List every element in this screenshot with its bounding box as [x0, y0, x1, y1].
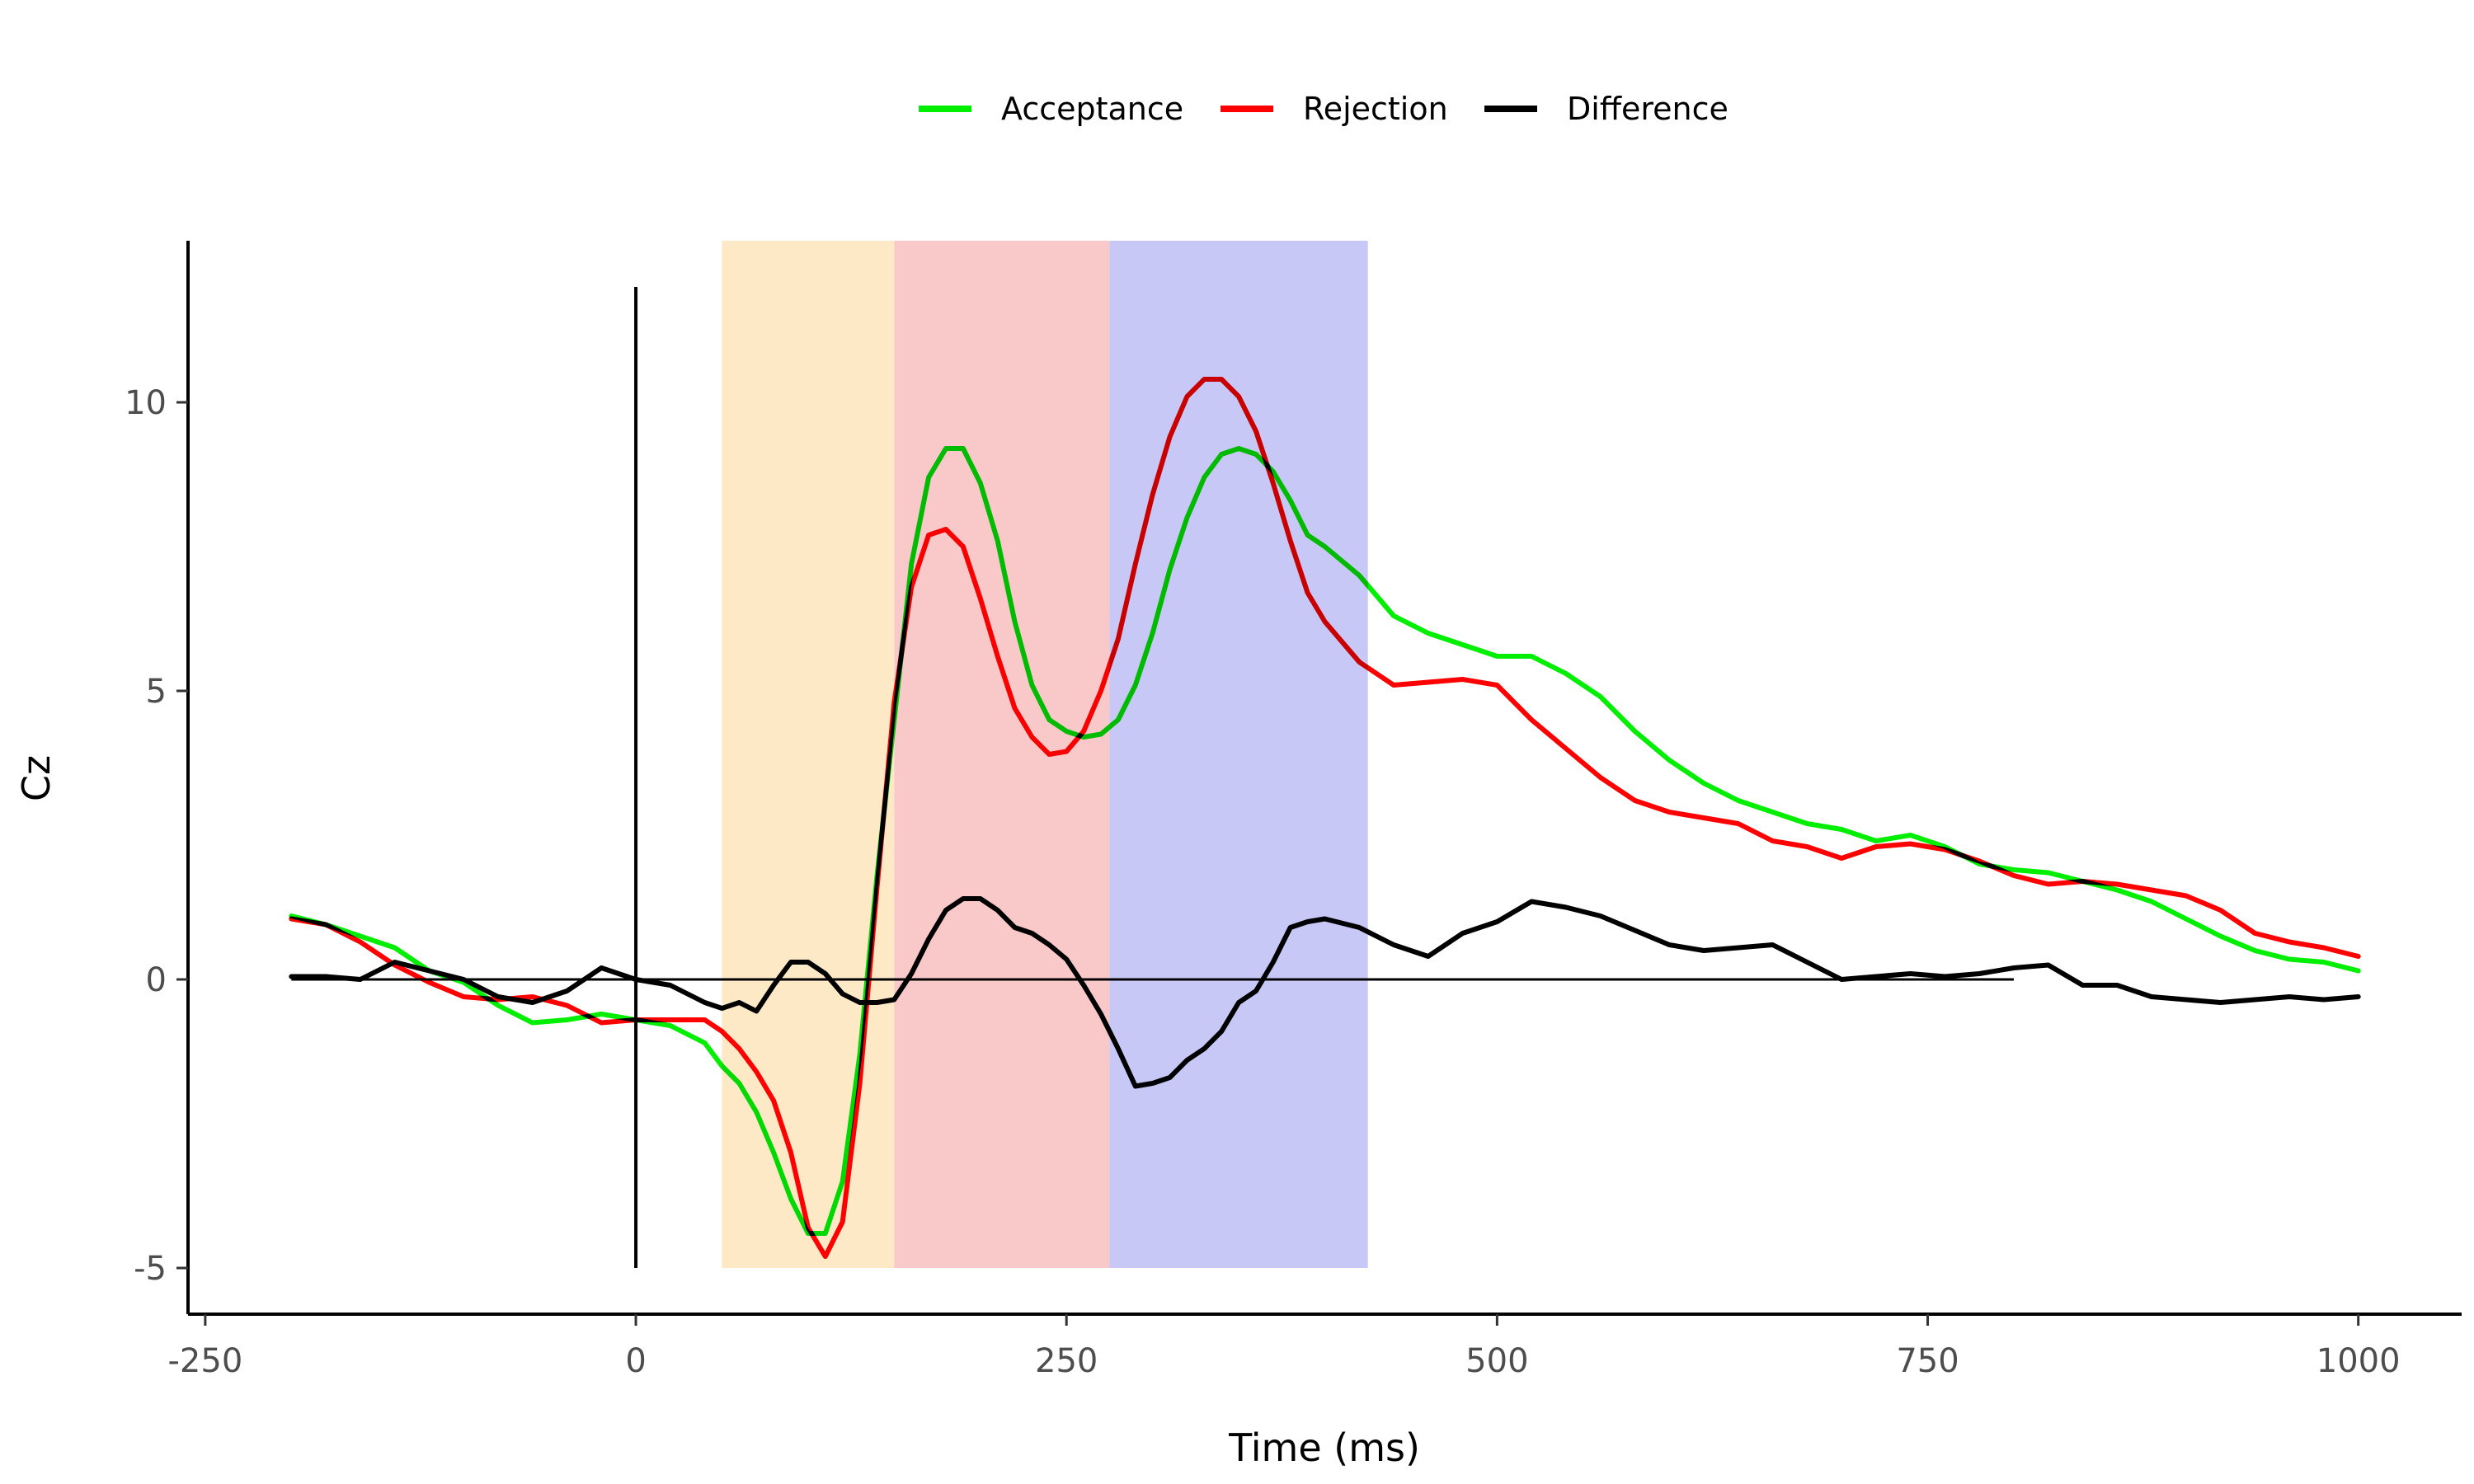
y-axis-title: Cz: [14, 755, 59, 801]
x-tick-label: 0: [625, 1342, 646, 1380]
series-lines: [289, 377, 2361, 1259]
legend: Acceptance Rejection Difference: [919, 91, 1729, 127]
x-tick-label: -250: [167, 1342, 242, 1380]
series-line-rejection: [289, 377, 2361, 1259]
time-window-1: [722, 241, 895, 1268]
legend-label-rejection: Rejection: [1303, 91, 1448, 127]
series-line-difference: [289, 896, 2361, 1089]
x-ticks: -250 0 250 500 750 1000: [167, 1314, 2401, 1380]
axes: [186, 241, 2462, 1316]
x-tick-label: 250: [1035, 1342, 1098, 1380]
time-window-2: [894, 241, 1110, 1268]
y-tick-label: -5: [134, 1250, 167, 1288]
y-tick-label: 0: [146, 961, 167, 999]
time-window-3: [1109, 241, 1368, 1268]
legend-label-acceptance: Acceptance: [1001, 91, 1183, 127]
x-tick-label: 500: [1465, 1342, 1528, 1380]
x-tick-label: 750: [1896, 1342, 1959, 1380]
y-tick-label: 5: [146, 673, 167, 711]
legend-label-difference: Difference: [1567, 91, 1729, 127]
shaded-windows: [722, 241, 1368, 1268]
x-axis-title: Time (ms): [1228, 1425, 1420, 1470]
y-tick-label: 10: [125, 384, 167, 422]
x-tick-label: 1000: [2316, 1342, 2401, 1380]
series-line-acceptance: [289, 446, 2361, 1236]
reference-lines: [291, 287, 2014, 1268]
y-ticks: -5 0 5 10: [125, 384, 188, 1288]
